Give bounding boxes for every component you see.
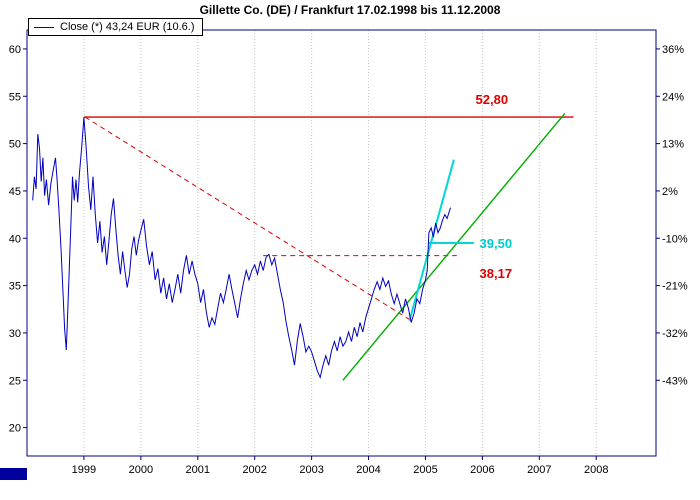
left-axis-label: 60 (9, 44, 21, 56)
downtrend-dashed-line (84, 116, 414, 323)
left-axis-label: 20 (9, 423, 21, 435)
left-axis-label: 45 (9, 186, 21, 198)
price-line (32, 117, 451, 379)
left-axis-label: 50 (9, 139, 21, 151)
right-axis-label: 24% (662, 91, 684, 103)
left-axis-label: 40 (9, 233, 21, 245)
chart-title: Gillette Co. (DE) / Frankfurt 17.02.1998… (199, 3, 501, 17)
right-axis-label: 2% (662, 186, 678, 198)
annotation-52-80: 52,80 (476, 92, 509, 107)
x-axis-year-label: 2004 (356, 464, 380, 476)
left-axis-label: 35 (9, 281, 21, 293)
legend-label: Close (*) 43,24 EUR (10.6.) (60, 21, 195, 33)
legend-box: Close (*) 43,24 EUR (10.6.) (28, 18, 203, 36)
right-axis-label: -10% (662, 233, 688, 245)
left-axis-label: 55 (9, 91, 21, 103)
plot-frame (26, 29, 657, 457)
x-axis-year-label: 2002 (242, 464, 266, 476)
x-axis-year-label: 2001 (186, 464, 210, 476)
x-axis-year-label: 2006 (470, 464, 494, 476)
right-axis-label: -21% (662, 281, 688, 293)
left-axis-label: 30 (9, 328, 21, 340)
x-axis-year-label: 1999 (72, 464, 96, 476)
left-axis-label: 25 (9, 375, 21, 387)
x-axis-year-label: 2000 (129, 464, 153, 476)
annotation-39-50: 39,50 (480, 236, 513, 251)
breakout-cyan-line (408, 159, 455, 321)
right-axis-label: -32% (662, 328, 688, 340)
annotation-38-17: 38,17 (480, 266, 513, 281)
x-axis-year-label: 2007 (527, 464, 551, 476)
right-axis-label: 13% (662, 139, 684, 151)
uptrend-green-line (342, 112, 566, 381)
bottom-left-bar (0, 468, 27, 480)
x-axis-year-label: 2003 (299, 464, 323, 476)
x-axis-year-label: 2005 (413, 464, 437, 476)
legend-line-sample (34, 26, 54, 28)
right-axis-label: -43% (662, 375, 688, 387)
right-axis-label: 36% (662, 44, 684, 56)
x-axis-year-label: 2008 (584, 464, 608, 476)
